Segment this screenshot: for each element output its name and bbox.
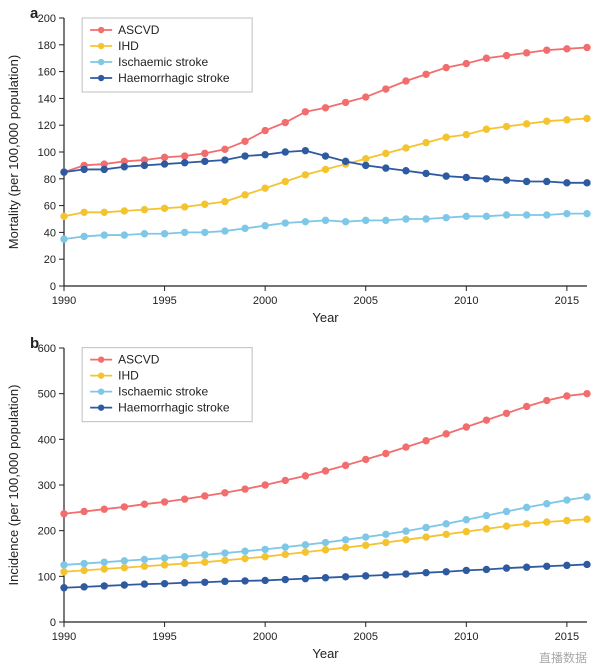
- svg-text:100: 100: [38, 571, 56, 583]
- svg-text:120: 120: [38, 120, 56, 132]
- svg-text:60: 60: [44, 201, 56, 213]
- panel-b: b010020030040050060019901995200020052010…: [0, 330, 605, 672]
- svg-text:IHD: IHD: [118, 39, 139, 53]
- svg-text:Incidence (per 100,000 populat: Incidence (per 100,000 population): [6, 385, 21, 586]
- svg-text:100: 100: [38, 147, 56, 159]
- svg-text:1995: 1995: [152, 631, 176, 643]
- svg-text:2005: 2005: [353, 631, 377, 643]
- svg-text:300: 300: [38, 480, 56, 492]
- svg-text:2010: 2010: [454, 631, 478, 643]
- svg-text:Ischaemic stroke: Ischaemic stroke: [118, 385, 208, 399]
- panel-a: a020406080100120140160180200199019952000…: [0, 0, 605, 330]
- svg-text:Ischaemic stroke: Ischaemic stroke: [118, 55, 208, 69]
- svg-text:Year: Year: [312, 310, 339, 325]
- svg-text:0: 0: [50, 281, 56, 293]
- svg-text:180: 180: [38, 40, 56, 52]
- svg-text:160: 160: [38, 67, 56, 79]
- svg-text:1990: 1990: [52, 295, 76, 307]
- svg-text:500: 500: [38, 389, 56, 401]
- svg-text:80: 80: [44, 174, 56, 186]
- svg-text:1995: 1995: [152, 295, 176, 307]
- svg-text:1990: 1990: [52, 631, 76, 643]
- svg-text:2000: 2000: [253, 631, 277, 643]
- svg-text:2000: 2000: [253, 295, 277, 307]
- svg-text:2015: 2015: [555, 295, 579, 307]
- svg-text:140: 140: [38, 93, 56, 105]
- svg-text:400: 400: [38, 434, 56, 446]
- svg-text:2015: 2015: [555, 631, 579, 643]
- svg-text:0: 0: [50, 617, 56, 629]
- svg-text:Haemorrhagic stroke: Haemorrhagic stroke: [118, 71, 230, 85]
- svg-text:40: 40: [44, 227, 56, 239]
- svg-text:ASCVD: ASCVD: [118, 23, 160, 37]
- chart-b: b010020030040050060019901995200020052010…: [0, 330, 605, 672]
- svg-text:200: 200: [38, 13, 56, 25]
- svg-text:Year: Year: [312, 646, 339, 661]
- chart-a: a020406080100120140160180200199019952000…: [0, 0, 605, 330]
- figure: a020406080100120140160180200199019952000…: [0, 0, 605, 672]
- svg-text:Haemorrhagic stroke: Haemorrhagic stroke: [118, 401, 230, 415]
- svg-text:Mortality (per 100,000 populat: Mortality (per 100,000 population): [6, 55, 21, 249]
- svg-text:IHD: IHD: [118, 369, 139, 383]
- svg-text:20: 20: [44, 254, 56, 266]
- svg-text:2005: 2005: [353, 295, 377, 307]
- svg-text:ASCVD: ASCVD: [118, 353, 160, 367]
- svg-text:600: 600: [38, 343, 56, 355]
- svg-text:2010: 2010: [454, 295, 478, 307]
- svg-text:200: 200: [38, 526, 56, 538]
